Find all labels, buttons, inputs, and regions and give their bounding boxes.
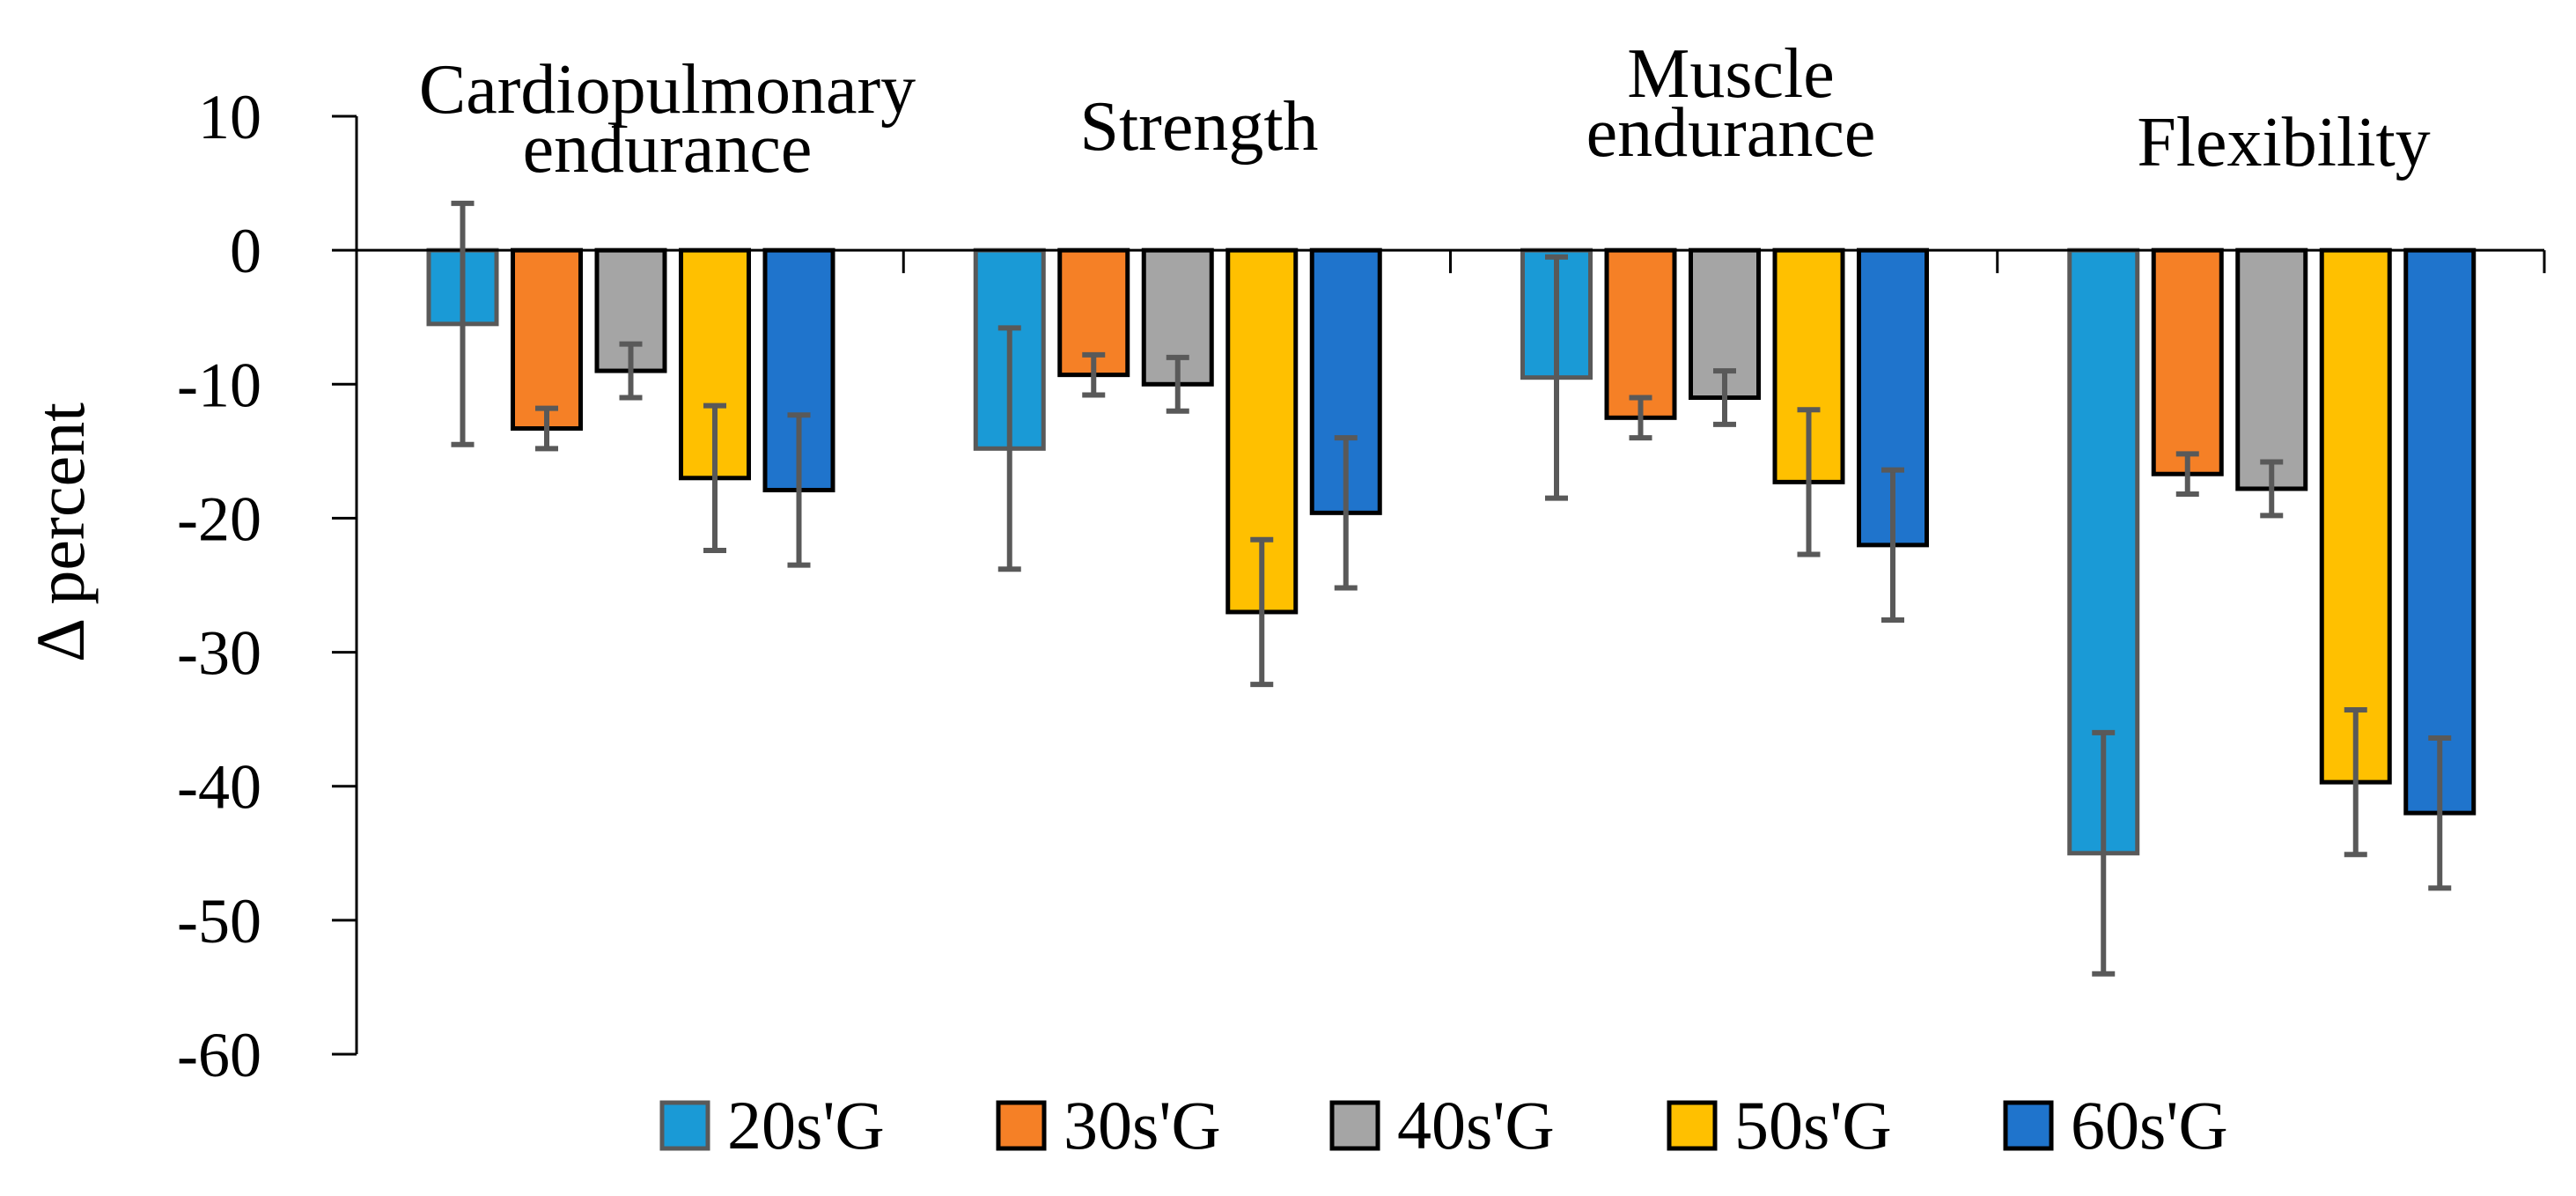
labels-layer: 100-10-20-30-40-50-60Cardiopulmonaryendu… xyxy=(22,35,2431,1090)
legend-label-1: 20s'G xyxy=(727,1087,885,1163)
legend-label-5: 60s'G xyxy=(2071,1087,2228,1163)
y-tick-label-7: -60 xyxy=(177,1020,261,1090)
legend-swatch-4 xyxy=(1667,1100,1718,1151)
bar-2-3 xyxy=(1604,247,1677,420)
bar-5-4 xyxy=(2403,247,2477,816)
bars-layer xyxy=(426,247,2477,856)
error-bars-layer xyxy=(451,200,2452,977)
legend-swatch-2 xyxy=(996,1100,1047,1151)
legend-swatch-1 xyxy=(659,1100,710,1151)
y-tick-label-6: -50 xyxy=(177,886,261,956)
legend-label-3: 40s'G xyxy=(1397,1087,1555,1163)
legend-label-4: 50s'G xyxy=(1734,1087,1892,1163)
category-label-4-line-1: Flexibility xyxy=(2137,104,2430,181)
y-tick-label-1: 0 xyxy=(230,216,261,286)
legend: 20s'G 30s'G 40s'G 50s'G 60s'G xyxy=(659,1087,2228,1163)
bar-2-4 xyxy=(2151,247,2224,476)
category-label-1-line-1: Cardiopulmonary xyxy=(419,51,916,129)
legend-swatch-5 xyxy=(2003,1100,2054,1151)
category-label-1-line-2: endurance xyxy=(523,110,813,188)
bar-3-4 xyxy=(2235,247,2308,491)
legend-label-2: 30s'G xyxy=(1064,1087,1221,1163)
category-label-2-line-1: Strength xyxy=(1079,88,1318,166)
y-tick-label-0: 10 xyxy=(198,82,261,152)
bar-2-1 xyxy=(511,247,583,431)
bar-4-4 xyxy=(2319,247,2392,785)
y-tick-label-3: -20 xyxy=(177,484,261,554)
axes-layer xyxy=(332,114,2546,1056)
y-tick-label-5: -40 xyxy=(177,752,261,823)
category-label-3-line-2: endurance xyxy=(1586,94,1876,172)
category-label-3-line-1: Muscle xyxy=(1627,35,1835,113)
legend-swatch-3 xyxy=(1329,1100,1380,1151)
y-axis-label: Δ percent xyxy=(22,402,99,662)
y-tick-label-2: -10 xyxy=(177,350,261,420)
y-tick-label-4: -30 xyxy=(177,618,261,689)
